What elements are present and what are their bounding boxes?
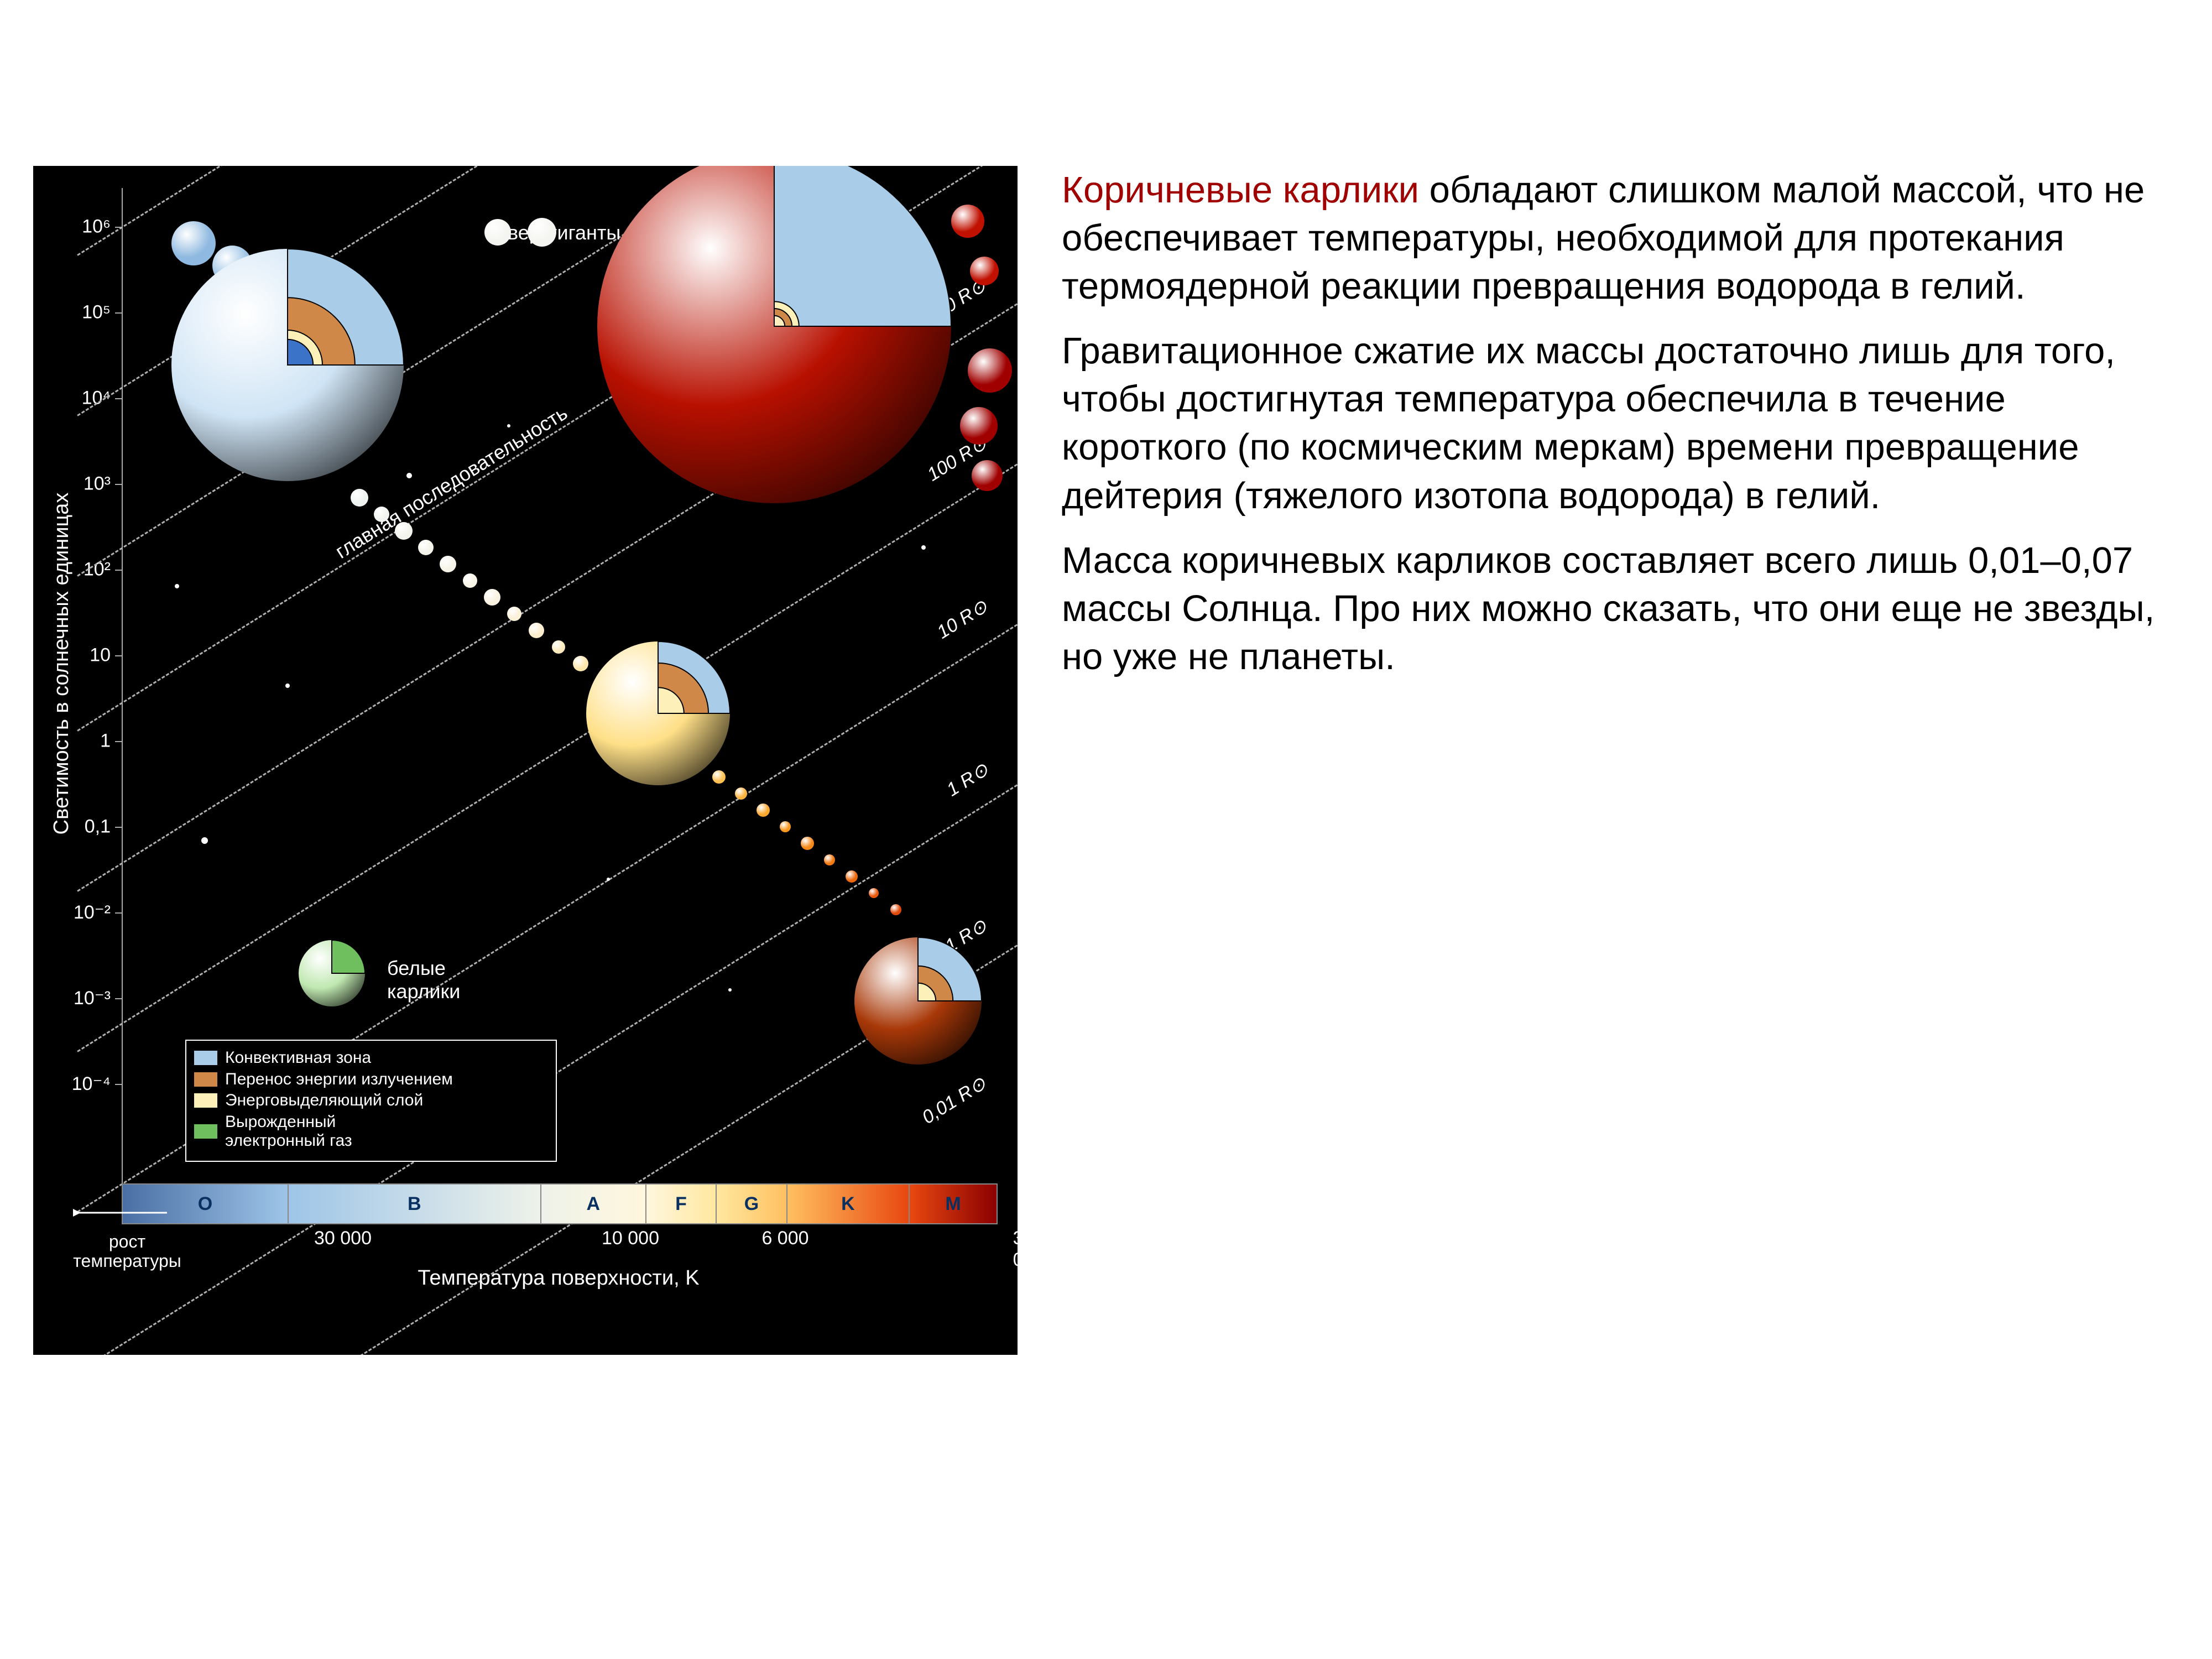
temperature-arrow-icon [73, 1204, 173, 1224]
x-tick: 6 000 [761, 1228, 808, 1249]
background-star [607, 878, 610, 881]
y-tick: 0,1 [55, 816, 111, 838]
main-sequence-star [484, 589, 500, 606]
legend-label: Конвективная зона [225, 1048, 371, 1068]
legend-item: Энерговыделяющий слой [194, 1091, 548, 1110]
legend-swatch-icon [194, 1072, 217, 1087]
background-star [285, 684, 290, 688]
y-tick: 10³ [55, 473, 111, 495]
lead-term: Коричневые карлики [1062, 169, 1419, 211]
paragraph-1: Коричневые карлики обладают слишком мало… [1062, 166, 2168, 310]
cutaway-brown-dwarf [854, 937, 982, 1065]
legend-item: Конвективная зона [194, 1048, 548, 1068]
spectral-class-M: M [910, 1185, 997, 1223]
legend-swatch-icon [194, 1093, 217, 1108]
legend: Конвективная зона Перенос энергии излучен… [185, 1040, 557, 1162]
main-sequence-star [757, 804, 770, 817]
cutaway-blue-giant [171, 249, 404, 481]
supergiant-star [970, 257, 999, 285]
supergiant-star [960, 407, 998, 445]
main-sequence-star [552, 640, 565, 654]
background-star [201, 837, 208, 844]
main-sequence-star [846, 870, 858, 883]
spectral-class-A: A [541, 1185, 646, 1223]
spectral-class-bar: OBAFGKM [122, 1183, 998, 1224]
spectral-class-B: B [289, 1185, 541, 1223]
cutaway-white-dwarf [299, 940, 365, 1006]
main-sequence-star [351, 489, 368, 507]
y-tick: 10⁻² [55, 901, 111, 924]
main-sequence-star [463, 573, 477, 588]
x-tick: 10 000 [602, 1228, 659, 1249]
supergiant-star [972, 460, 1003, 491]
legend-item: Вырожденныйэлектронный газ [194, 1113, 548, 1151]
legend-swatch-icon [194, 1051, 217, 1065]
main-sequence-star [529, 623, 544, 638]
legend-swatch-icon [194, 1124, 217, 1139]
y-tick: 10² [55, 559, 111, 581]
legend-label: Перенос энергии излучением [225, 1070, 453, 1089]
x-tick: 3 000 [1013, 1228, 1018, 1271]
main-sequence-star [869, 888, 879, 898]
x-tick: 30 000 [314, 1228, 372, 1249]
y-axis-line [122, 188, 123, 1183]
y-tick: 10⁻⁴ [55, 1073, 111, 1095]
main-sequence-star [507, 607, 521, 621]
cutaway-sun-like [586, 641, 730, 785]
y-tick: 10 [55, 645, 111, 666]
x-axis-label: Температура поверхности, K [122, 1266, 995, 1290]
main-sequence-star [824, 854, 835, 865]
paragraph-3: Масса коричневых карликов составляет все… [1062, 536, 2168, 681]
legend-item: Перенос энергии излучением [194, 1070, 548, 1089]
main-sequence-star [890, 904, 901, 915]
background-star [175, 584, 179, 588]
radius-label: 10 R⊙ [933, 595, 992, 643]
spectral-class-G: G [717, 1185, 787, 1223]
body-text: Коричневые карлики обладают слишком мало… [1062, 166, 2168, 697]
radius-label: 0,01 R⊙ [919, 1072, 990, 1129]
legend-label: Вырожденныйэлектронный газ [225, 1113, 352, 1151]
main-sequence-star [374, 507, 389, 522]
radius-label: 1 R⊙ [942, 758, 992, 801]
main-sequence-star [801, 837, 814, 850]
paragraph-2: Гравитационное сжатие их массы достаточн… [1062, 327, 2168, 519]
spectral-class-K: K [787, 1185, 910, 1223]
background-star [406, 473, 412, 478]
supergiant-star [951, 205, 984, 238]
background-star [728, 988, 732, 992]
region-label: белыекарлики [387, 957, 460, 1003]
main-sequence-star [395, 522, 413, 540]
y-tick: 10⁵ [55, 302, 111, 324]
y-tick: 10⁻³ [55, 987, 111, 1009]
y-tick: 1 [55, 731, 111, 752]
supergiant-star [528, 218, 556, 247]
slide-page: Коричневые карлики обладают слишком мало… [0, 0, 2212, 1659]
supergiant-star [968, 348, 1012, 393]
background-star [921, 545, 926, 550]
plot-area: 10⁶10⁵10⁴10³10²1010,110⁻²10⁻³10⁻⁴1000 R⊙… [122, 188, 995, 1161]
background-star [507, 424, 510, 427]
main-sequence-star [735, 787, 747, 800]
y-tick: 10⁶ [55, 216, 111, 238]
x-arrow-label: росттемпературы [66, 1232, 188, 1271]
main-sequence-star [780, 821, 791, 832]
main-sequence-star [440, 556, 456, 572]
legend-label: Энерговыделяющий слой [225, 1091, 423, 1110]
cutaway-red-supergiant [597, 166, 951, 503]
spectral-class-F: F [646, 1185, 717, 1223]
supergiant-star [484, 219, 511, 246]
main-sequence-star [418, 540, 434, 555]
hr-diagram: Светимость в солнечных единицах 10⁶10⁵10… [33, 166, 1018, 1355]
